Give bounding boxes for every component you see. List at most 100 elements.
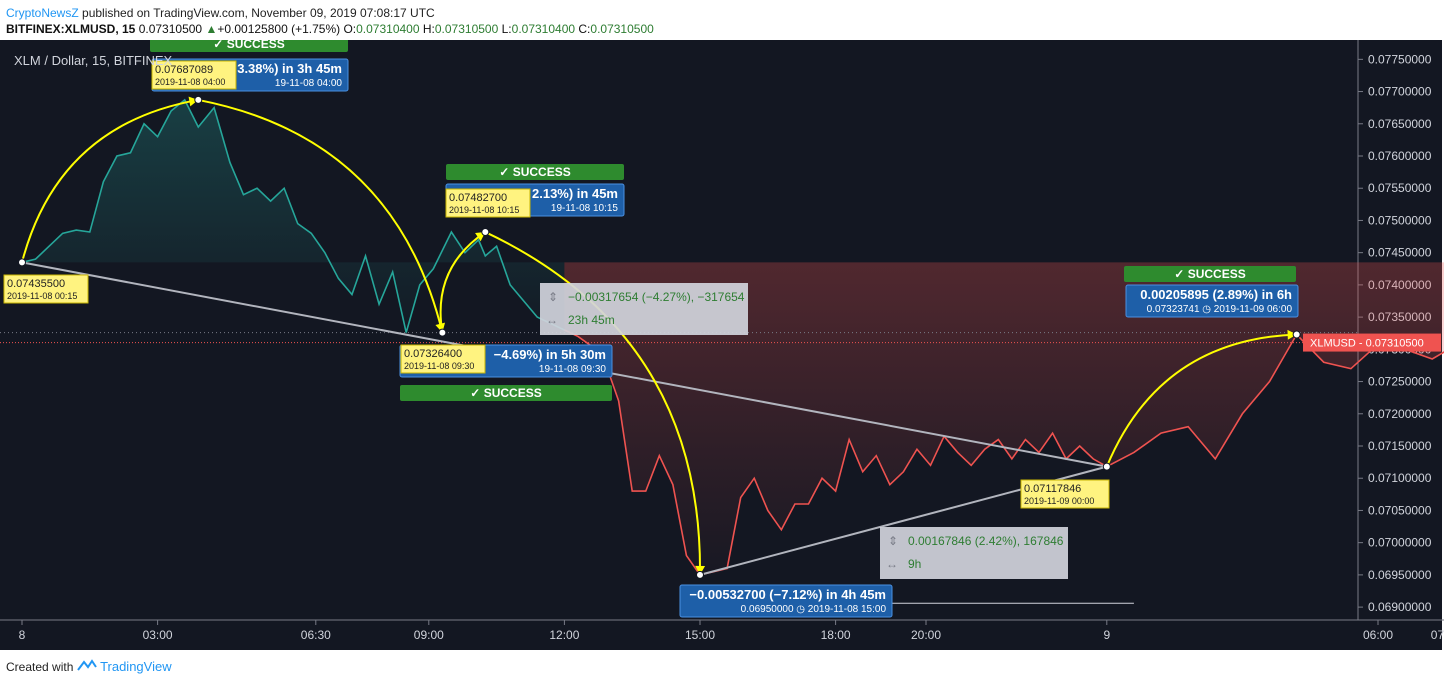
success-banner-text: ✓ SUCCESS [499, 165, 570, 179]
horizontal-range-icon: ↔ [886, 557, 898, 571]
high-label: H: [422, 22, 435, 36]
close-value: 0.07310500 [590, 22, 654, 36]
pattern-arrow[interactable] [21, 98, 199, 263]
success-banner [1124, 266, 1296, 282]
last-price-value: 0.07310500 [1366, 338, 1424, 350]
success-banner [446, 164, 624, 180]
last-price: 0.07310500 [138, 22, 203, 36]
price-series-line[interactable] [21, 98, 565, 333]
arrow-head-icon [695, 565, 706, 575]
last-price-tag-text: XLMUSD - 0.07310500 [1310, 338, 1424, 350]
check-icon: ✓ [1174, 267, 1187, 281]
last-price-tag[interactable] [1303, 333, 1441, 352]
x-tick-label: 09:00 [414, 628, 444, 642]
x-tick-label: 15:00 [685, 628, 715, 642]
price-note-time: 2019-11-08 10:15 [449, 205, 519, 215]
price-change: +0.00125800 (+1.75%) [217, 22, 341, 36]
pattern-detail-text: 0.06950000 ◷ 2019-11-08 15:00 [741, 604, 887, 615]
x-tick-label: 06:00 [1363, 628, 1393, 642]
success-label: SUCCESS [227, 40, 285, 51]
price-note-time: 2019-11-08 09:30 [404, 361, 474, 371]
pattern-change-text: −0.00532700 (−7.12%) in 4h 45m [689, 587, 886, 602]
y-tick-label: 0.07100000 [1368, 471, 1432, 485]
x-tick-label: 8 [19, 628, 26, 642]
price-note [1020, 479, 1110, 509]
measure-box[interactable] [540, 283, 748, 335]
pivot-point[interactable] [438, 328, 447, 337]
chart-title: XLM / Dollar, 15, BITFINEX [14, 53, 173, 68]
y-tick-label: 0.06900000 [1368, 600, 1432, 614]
publisher-name[interactable]: CryptoNewsZ [6, 6, 79, 20]
up-arrow-icon: ▲ [205, 22, 218, 36]
measure-duration: 9h [908, 557, 921, 571]
success-banner-text: ✓ SUCCESS [1174, 267, 1245, 281]
y-tick-label: 0.07600000 [1368, 149, 1432, 163]
pattern-change-text: 0.00205895 (2.89%) in 6h [1140, 287, 1292, 302]
pattern-change-text: −4.69%) in 5h 30m [494, 347, 606, 362]
price-note-value: 0.07687089 [155, 64, 213, 76]
pattern-detail-text: 19-11-08 10:15 [551, 203, 619, 214]
pivot-point[interactable] [1102, 462, 1111, 471]
price-note [151, 60, 237, 90]
success-label: SUCCESS [513, 165, 571, 179]
y-tick-label: 0.07550000 [1368, 181, 1432, 195]
price-chart[interactable]: 0.07750000 0.07700000 0.07650000 0.07600000… [0, 40, 1444, 652]
symbol-label: BITFINEX:XLMUSD, 15 [6, 22, 136, 36]
time-scale[interactable] [0, 620, 1442, 650]
pattern-change-text: 3.38%) in 3h 45m [237, 61, 342, 76]
y-tick-label: 0.07150000 [1368, 439, 1432, 453]
y-tick-label: 0.07250000 [1368, 375, 1432, 389]
price-note-value: 0.07482700 [449, 192, 507, 204]
arrow-head-icon [188, 96, 199, 107]
pivot-point[interactable] [18, 258, 26, 267]
price-note-value: 0.07435500 [7, 278, 65, 290]
price-note [3, 274, 89, 304]
price-series-line[interactable] [564, 329, 1444, 576]
tradingview-logo-text[interactable]: TradingView [100, 659, 172, 674]
x-tick-label: 20:00 [911, 628, 941, 642]
pattern-arrow[interactable] [484, 231, 702, 575]
pattern-info-box [1125, 284, 1299, 318]
price-note-value: 0.07117846 [1024, 483, 1081, 495]
x-tick-label: 06:30 [301, 628, 331, 642]
horizontal-range-icon: ↔ [546, 313, 558, 327]
price-note-time: 2019-11-09 00:00 [1024, 496, 1094, 506]
pivot-point[interactable] [194, 95, 203, 104]
last-price-sep: - [1356, 338, 1366, 350]
pattern-detail-text: 19-11-08 09:30 [539, 364, 607, 375]
x-tick-label: 9 [1103, 628, 1110, 642]
vertical-range-icon: ⇕ [548, 290, 558, 304]
tradingview-logo-icon[interactable] [76, 659, 100, 674]
y-tick-label: 0.07500000 [1368, 213, 1432, 227]
pattern-info-box [679, 584, 893, 618]
measure-price-change: −0.00317654 (−4.27%), −317654 [568, 290, 745, 304]
pivot-point[interactable] [481, 228, 490, 237]
x-tick-label: 07:30 [1431, 628, 1444, 642]
success-banner-text: ✓ SUCCESS [213, 40, 284, 51]
measure-box[interactable] [880, 527, 1068, 579]
price-note [400, 344, 486, 374]
close-label: C: [578, 22, 591, 36]
pattern-arrow[interactable] [439, 231, 486, 333]
check-icon: ✓ [470, 386, 483, 400]
check-icon: ✓ [213, 40, 226, 51]
pivot-point[interactable] [1292, 330, 1301, 339]
pivot-point[interactable] [696, 570, 704, 579]
pattern-arrow[interactable] [1105, 333, 1297, 468]
high-value: 0.07310500 [434, 22, 499, 36]
low-label: L: [501, 22, 512, 36]
series-area [22, 99, 565, 333]
pattern-arrow[interactable] [198, 98, 444, 333]
y-tick-label: 0.06950000 [1368, 568, 1432, 582]
low-value: 0.07310400 [511, 22, 576, 36]
created-with-label: Created with [6, 660, 74, 674]
arrow-head-icon [1287, 329, 1297, 340]
x-tick-label: 18:00 [821, 628, 851, 642]
success-label: SUCCESS [1188, 267, 1246, 281]
pattern-change-text: 2.13%) in 45m [532, 186, 618, 201]
success-banner [150, 40, 348, 52]
y-tick-label: 0.07700000 [1368, 85, 1432, 99]
y-tick-label: 0.07750000 [1368, 52, 1432, 66]
price-note-time: 2019-11-08 00:15 [7, 291, 77, 301]
success-banner [400, 385, 612, 401]
